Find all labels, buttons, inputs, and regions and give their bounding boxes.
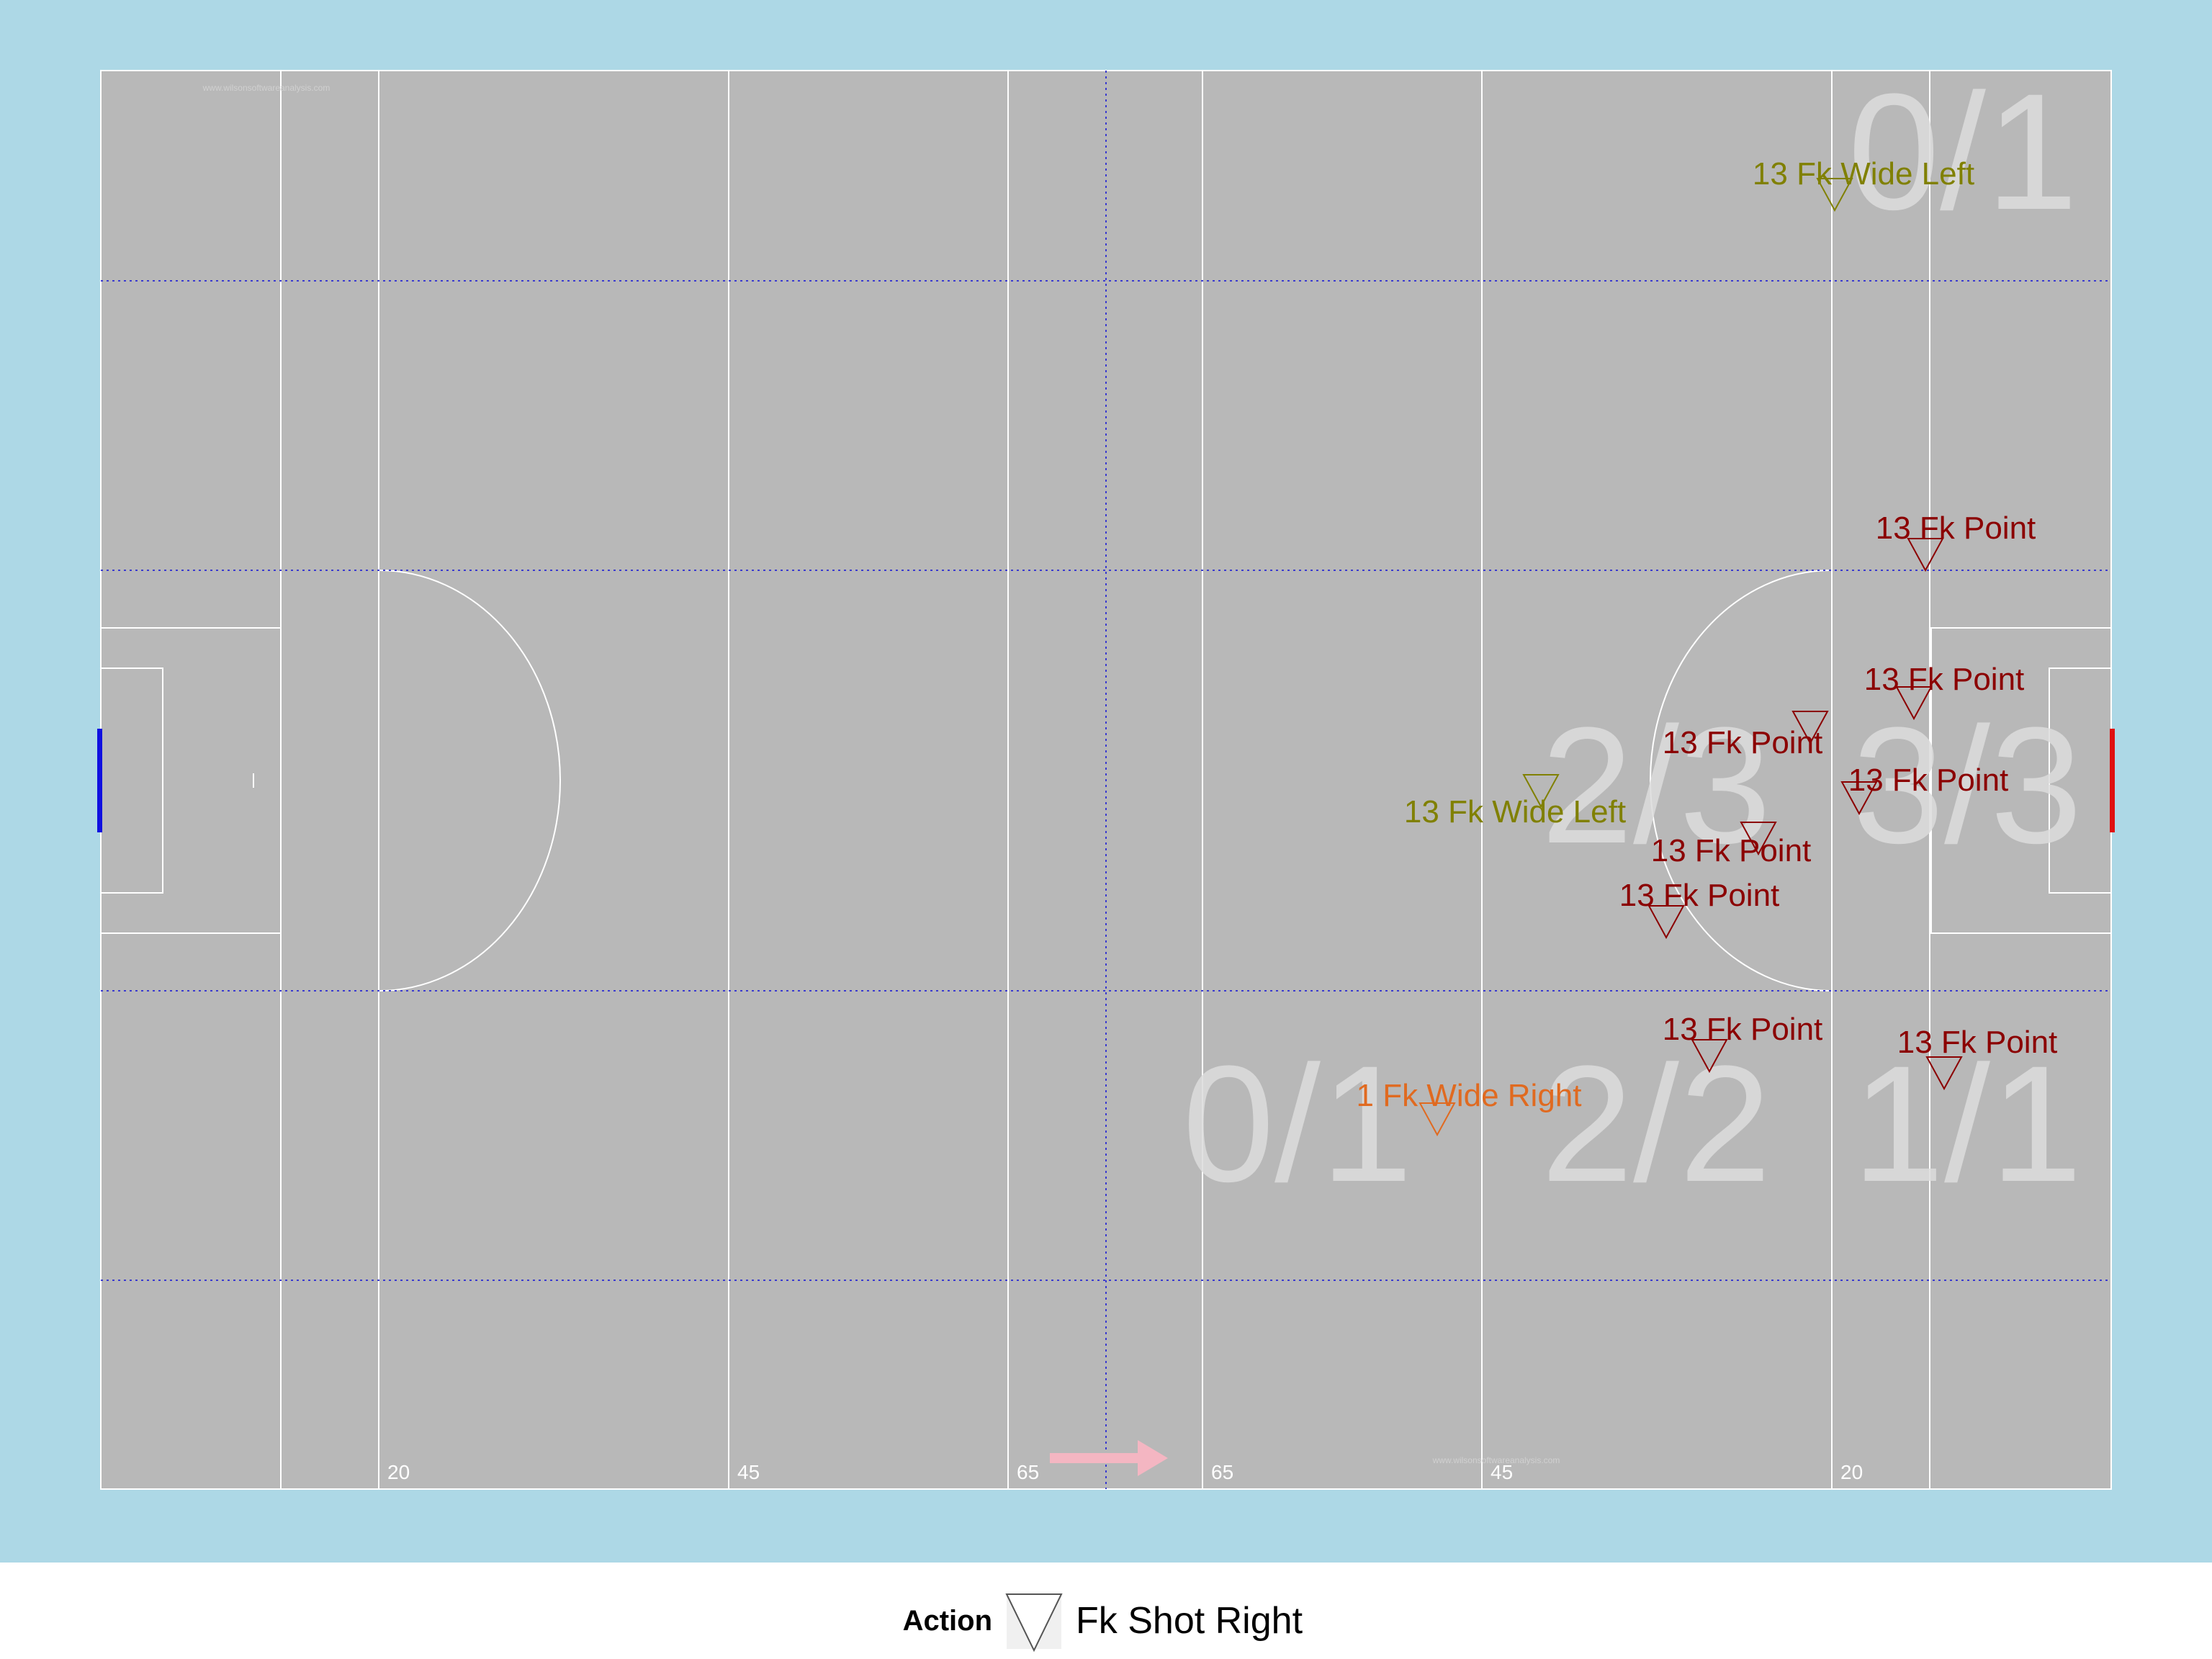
distance-label-65-left: 65 [1017,1461,1039,1483]
shot-marker-wide_left [1522,774,1560,809]
zone-score-top-right: 0/1 [1848,59,2078,244]
shot-marker-point [1647,905,1685,940]
shot-marker-point [1691,1039,1728,1074]
shot-marker-point [1895,686,1933,721]
shot-marker-point [1791,711,1829,745]
left-goal [97,729,102,832]
zone-score-center-right: 3/3 [1852,693,2082,878]
distance-label-45-left: 45 [737,1461,760,1483]
legend: Action Fk Shot Right [903,1593,1303,1653]
zone-score-lower-right: 1/1 [1852,1031,2082,1216]
legend-background [0,1563,2212,1659]
distance-label-45-right: 45 [1491,1461,1513,1483]
zone-score-lower-center: 0/1 [1182,1031,1413,1216]
distance-label-20-right: 20 [1840,1461,1863,1483]
shot-label-point: 13 Fk Point [1663,1012,1823,1047]
zone-grid [101,71,2111,1489]
shot-label-point: 13 Fk Point [1876,511,2036,546]
watermark-bottom: www.wilsonsoftwareanalysis.com [1432,1455,1560,1465]
legend-title: Action [903,1605,992,1637]
shot-label-wide_left: 13 Fk Wide Left [1753,156,1974,192]
shot-marker-point [1840,781,1878,816]
shot-marker-wide_left [1816,178,1853,212]
watermark-top: www.wilsonsoftwareanalysis.com [202,83,331,93]
shot-label-point: 13 Fk Point [1663,725,1823,760]
down-triangle-icon [1005,1593,1063,1653]
shot-marker-point [1907,538,1944,572]
shot-marker-wide_right [1419,1102,1456,1137]
zone-score-center-mid-right: 2/3 [1541,693,1771,878]
distance-label-20-left: 20 [387,1461,410,1483]
arc-left [378,570,561,992]
shot-label-point: 13 Fk Point [1848,763,2009,798]
shot-label-point: 13 Fk Point [1864,662,2025,697]
right-goal [2110,729,2115,832]
shot-label-point: 13 Fk Point [1619,878,1780,913]
pitch-markings [100,71,2112,1489]
shot-label-point: 13 Fk Point [1897,1025,2058,1060]
distance-labels: 20 45 65 65 45 20 [387,1461,1863,1483]
direction-arrow [1050,1440,1168,1476]
shot-label-wide_right: 1 Fk Wide Right [1357,1078,1582,1113]
zone-scores: 0/1 2/3 3/3 0/1 2/2 1/1 [1182,59,2082,1216]
shot-label-point: 13 Fk Point [1651,833,1812,868]
zone-score-lower-mid-right: 2/2 [1541,1031,1771,1216]
distance-label-65-right: 65 [1211,1461,1233,1483]
legend-item-label: Fk Shot Right [1076,1600,1303,1642]
arc-right [1650,570,1833,992]
shot-marker-point [1740,822,1777,856]
shot-label-wide_left: 13 Fk Wide Left [1404,794,1626,830]
shot-events: 13 Fk Wide Left 13 Fk Point 13 Fk Point 13 … [1357,156,2058,1137]
shot-marker-point [1925,1056,1963,1091]
